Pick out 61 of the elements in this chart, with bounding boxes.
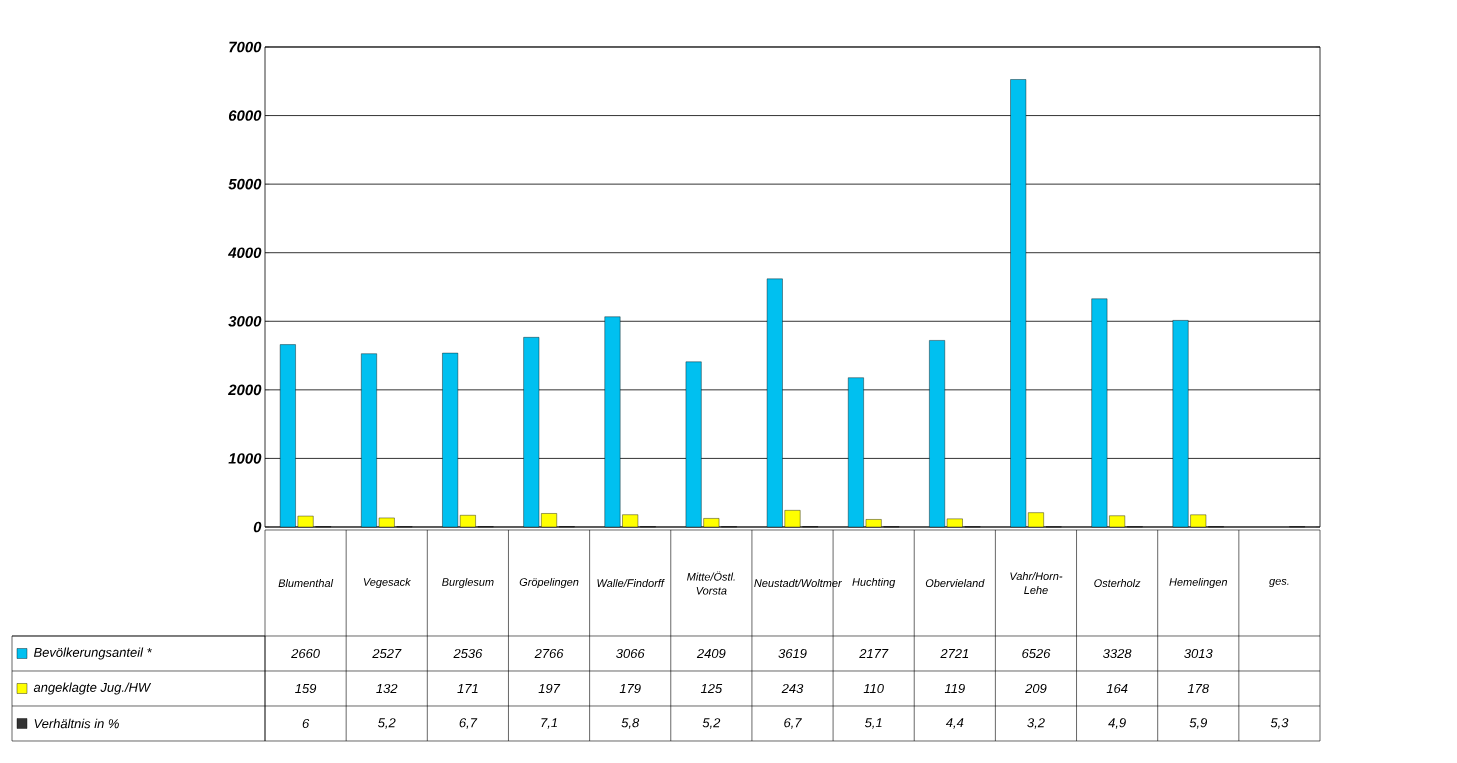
- x-tick-label: Burglesum: [442, 577, 494, 589]
- data-label: 2766: [534, 648, 564, 659]
- data-label: 5,2: [702, 718, 721, 729]
- legend-label: Bevölkerungsanteil *: [33, 647, 152, 660]
- legend-label: Verhältnis in %: [34, 718, 119, 729]
- y-tick-label: 1000: [228, 453, 262, 464]
- y-tick-label: 0: [253, 521, 262, 533]
- y-tick-label: 7000: [229, 41, 262, 53]
- data-label: 197: [538, 683, 561, 694]
- data-label: 178: [1187, 683, 1209, 694]
- data-label: 164: [1106, 683, 1128, 694]
- x-tick-label: Huchting: [852, 577, 896, 589]
- data-label: 3328: [1103, 648, 1132, 659]
- data-label: 119: [944, 683, 965, 694]
- x-tick-label: Walle/Findorff: [597, 578, 665, 588]
- data-label: 171: [457, 684, 478, 693]
- x-tick-label: Hemelingen: [1169, 577, 1227, 589]
- data-label: 6526: [1022, 648, 1051, 659]
- data-label: 2409: [696, 648, 726, 659]
- data-label: 159: [295, 683, 317, 694]
- x-tick-label: Vegesack: [363, 577, 412, 589]
- legend-label: angeklagte Jug./HW: [33, 682, 152, 695]
- data-label: 7,1: [541, 718, 557, 729]
- data-label: 179: [619, 683, 641, 694]
- x-tick-label: Neustadt/Woltmer: [754, 578, 842, 588]
- y-tick-label: 3000: [228, 315, 262, 327]
- data-label: 6: [302, 718, 310, 729]
- data-label: 132: [376, 683, 398, 694]
- x-tick-label: ges.: [1269, 578, 1289, 588]
- data-label: 4,9: [1108, 718, 1126, 729]
- data-label: 5,1: [864, 718, 882, 729]
- x-tick-label: Mitte/Östl. Vorsta: [687, 571, 735, 595]
- data-label: 5,8: [621, 718, 640, 729]
- data-label: 5,2: [378, 718, 396, 729]
- data-label: 125: [700, 683, 723, 694]
- data-label: 209: [1025, 683, 1047, 694]
- data-label: 2721: [940, 648, 969, 659]
- x-tick-label: Vahr/Horn-Lehe: [1010, 572, 1063, 594]
- data-label: 3066: [616, 648, 645, 659]
- x-tick-label: Gröpelingen: [519, 577, 579, 589]
- data-label: 6,7: [784, 718, 802, 729]
- y-tick-label: 6000: [228, 110, 262, 121]
- data-label: 2536: [453, 648, 483, 659]
- data-label: 5,3: [1270, 718, 1289, 729]
- y-tick-label: 2000: [228, 384, 262, 396]
- data-label: 6,7: [459, 718, 478, 729]
- y-tick-label: 5000: [228, 178, 262, 190]
- data-label: 243: [781, 683, 804, 694]
- data-label: 110: [863, 683, 884, 694]
- data-label: 4,4: [945, 718, 964, 729]
- data-label: 3,2: [1027, 718, 1045, 729]
- x-tick-label: Blumenthal: [278, 578, 334, 588]
- x-tick-label: Obervieland: [925, 578, 985, 588]
- data-label: 2527: [372, 648, 402, 659]
- data-label: 2177: [859, 648, 889, 659]
- data-label: 2660: [291, 648, 320, 659]
- y-tick-label: 4000: [227, 247, 262, 258]
- data-label: 3619: [778, 648, 807, 659]
- x-tick-label: Osterholz: [1094, 578, 1141, 588]
- data-label: 5,9: [1189, 718, 1208, 729]
- data-label: 3013: [1184, 648, 1213, 659]
